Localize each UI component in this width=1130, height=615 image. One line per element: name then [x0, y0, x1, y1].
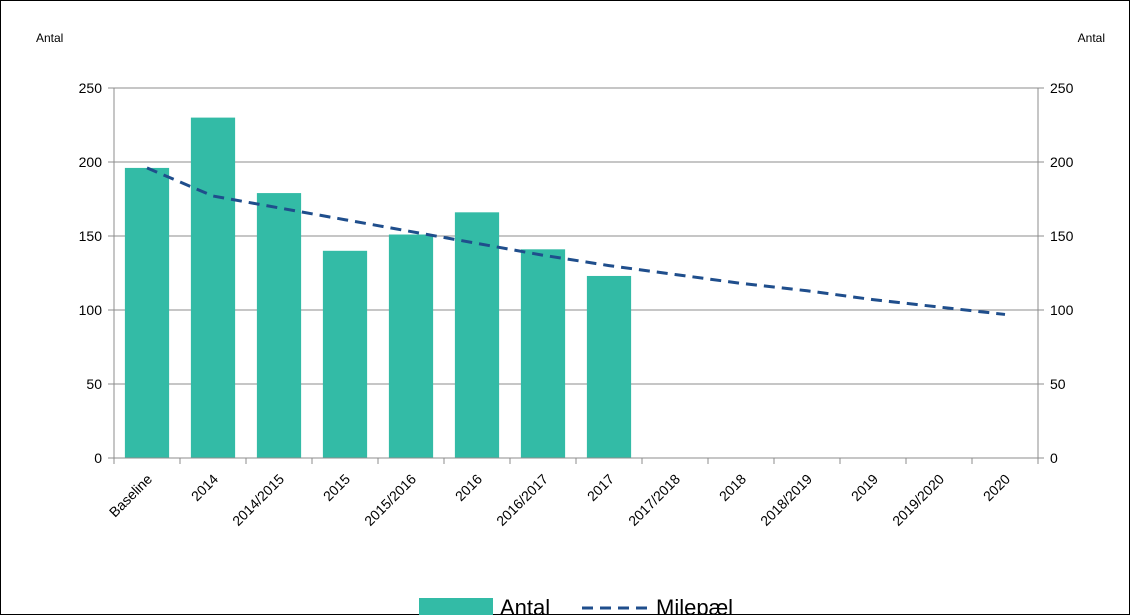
x-tick-label: 2018 [716, 471, 749, 504]
bar-antal [454, 212, 500, 458]
bars [124, 117, 632, 459]
y-tick-label-left: 200 [79, 154, 103, 170]
y-tick-label-right: 0 [1050, 450, 1058, 466]
x-tick-label: 2014/2015 [229, 471, 287, 529]
y-tick-label-left: 150 [79, 228, 103, 244]
x-tick-label: 2016/2017 [493, 471, 551, 529]
y-tick-label-left: 0 [94, 450, 102, 466]
x-tick-label: Baseline [106, 471, 155, 520]
y-axis-title-left: Antal [36, 31, 63, 45]
x-tick-label: 2019 [848, 471, 881, 504]
x-tick-label: 2017 [584, 471, 617, 504]
y-tick-label-right: 100 [1050, 302, 1074, 318]
y-tick-label-left: 50 [86, 376, 102, 392]
bar-antal [322, 250, 368, 458]
legend: Antal Milepæl [419, 595, 733, 615]
x-tick-label: 2020 [980, 471, 1013, 504]
bar-antal [388, 234, 434, 458]
legend-label-antal: Antal [500, 595, 550, 615]
axes [108, 87, 1044, 464]
x-tick-label: 2015/2016 [361, 471, 419, 529]
x-tick-label: 2018/2019 [757, 471, 815, 529]
gridlines [114, 87, 1038, 385]
bar-antal [190, 117, 236, 458]
line-milepael [146, 166, 1006, 316]
x-tick-label: 2016 [452, 471, 485, 504]
y-tick-label-right: 250 [1050, 80, 1074, 96]
bar-antal [124, 167, 170, 459]
x-tick-label: 2017/2018 [625, 471, 683, 529]
bar-antal [520, 249, 566, 458]
x-tick-label: 2015 [320, 471, 353, 504]
bar-antal [586, 275, 632, 458]
y-axis-title-right: Antal [1078, 31, 1105, 45]
y-tick-label-right: 150 [1050, 228, 1074, 244]
y-tick-label-right: 200 [1050, 154, 1074, 170]
legend-label-milepael: Milepæl [656, 595, 733, 615]
y-tick-label-left: 100 [79, 302, 103, 318]
x-tick-label: 2019/2020 [889, 471, 947, 529]
x-tick-label: 2014 [188, 471, 221, 504]
bar-antal [256, 193, 302, 458]
milestone-line [146, 166, 1006, 316]
legend-swatch-antal [419, 598, 493, 615]
y-tick-label-right: 50 [1050, 376, 1066, 392]
y-tick-label-left: 250 [79, 80, 103, 96]
